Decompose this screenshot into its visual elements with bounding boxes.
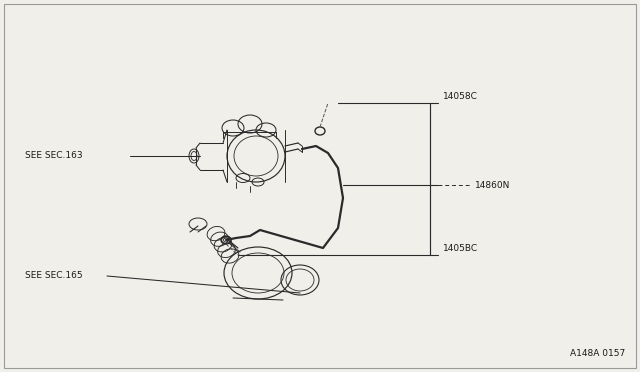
Text: 1405BC: 1405BC (443, 244, 478, 253)
Text: 14058C: 14058C (443, 92, 478, 101)
Text: A148A 0157: A148A 0157 (570, 349, 625, 358)
Text: SEE SEC.165: SEE SEC.165 (25, 272, 83, 280)
Text: SEE SEC.163: SEE SEC.163 (25, 151, 83, 160)
Text: 14860N: 14860N (475, 180, 510, 189)
